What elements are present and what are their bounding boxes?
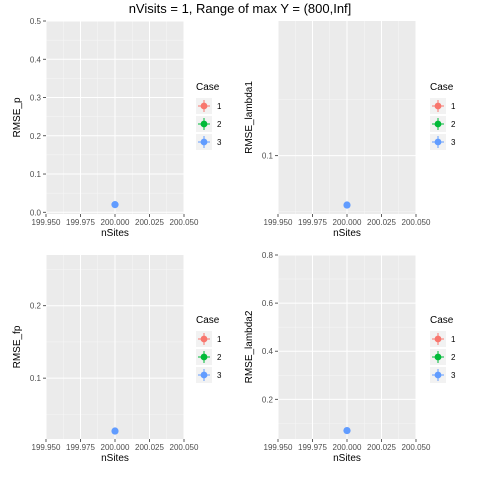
legend-key-point (434, 102, 442, 110)
x-tick-label: 200.050 (170, 443, 199, 452)
legend-entry-label: 1 (451, 102, 456, 111)
legend-key-point (200, 138, 208, 146)
legend: Case 1 2 3 (430, 82, 456, 150)
y-axis-label: RMSE_p (12, 97, 23, 137)
x-tick-label: 200.050 (170, 218, 199, 227)
legend-entry-label: 3 (217, 138, 222, 147)
data-point (111, 427, 119, 435)
legend-key-point (434, 120, 442, 128)
x-tick-label: 199.975 (66, 218, 95, 227)
y-tick-label: 0.1 (262, 152, 274, 161)
legend-key-point (200, 120, 208, 128)
x-tick-label: 200.000 (333, 443, 362, 452)
y-tick-label: 0.1 (30, 170, 42, 179)
y-tick-label: 0.6 (262, 299, 274, 308)
y-axis-label: RMSE_lambda1 (244, 81, 255, 154)
y-tick-label: 0.1 (30, 374, 42, 383)
y-tick-label: 0.4 (262, 347, 274, 356)
x-tick-label: 199.950 (32, 218, 61, 227)
legend-key-point (434, 138, 442, 146)
legend-title: Case (430, 315, 454, 326)
x-axis-label: nSites (101, 228, 129, 239)
y-tick-label: 0.2 (30, 132, 42, 141)
legend-title: Case (430, 82, 454, 93)
x-tick-label: 199.975 (66, 443, 95, 452)
legend: Case 1 2 3 (430, 315, 456, 383)
legend-entry-label: 2 (451, 120, 456, 129)
legend-key-point (200, 102, 208, 110)
panel-3: 199.950 199.975 200.000 200.025 200.050 0.1 0.… (12, 255, 222, 464)
x-tick-label: 200.050 (402, 218, 431, 227)
legend-key-point (434, 335, 442, 343)
legend-entry-label: 3 (217, 371, 222, 380)
legend-key-point (200, 335, 208, 343)
x-tick-label: 199.950 (264, 443, 293, 452)
legend-entry-label: 1 (217, 335, 222, 344)
x-axis-label: nSites (333, 453, 361, 464)
data-point (111, 201, 119, 209)
legend: Case 1 2 3 (196, 315, 222, 383)
data-point (343, 426, 351, 435)
x-tick-label: 199.950 (264, 218, 293, 227)
x-tick-label: 200.000 (101, 218, 130, 227)
y-tick-label: 0.4 (30, 55, 42, 64)
legend-entry-label: 2 (451, 353, 456, 362)
x-tick-label: 200.025 (367, 218, 396, 227)
y-tick-label: 0.3 (30, 94, 42, 103)
x-tick-label: 200.025 (135, 218, 164, 227)
panel-4: 199.950 199.975 200.000 200.025 200.050 0.2 0.… (244, 251, 456, 464)
legend-entry-label: 1 (451, 335, 456, 344)
y-tick-label: 0.2 (30, 302, 42, 311)
x-tick-label: 200.025 (367, 443, 396, 452)
panels-group: 199.950 199.975 200.000 200.025 200.050 0.0 0.… (12, 17, 456, 464)
legend-key-point (434, 353, 442, 361)
legend-entry-label: 1 (217, 102, 222, 111)
y-axis-label: RMSE_lambda2 (244, 310, 255, 383)
legend-key-point (434, 371, 442, 379)
y-tick-label: 0.8 (262, 251, 274, 260)
legend-entry-label: 3 (451, 371, 456, 380)
y-tick-label: 0.0 (30, 208, 42, 217)
x-tick-label: 200.050 (402, 443, 431, 452)
panel-2: 199.950 199.975 200.000 200.025 200.050 0.1 nS… (244, 21, 456, 239)
x-tick-label: 200.000 (101, 443, 130, 452)
panel-1: 199.950 199.975 200.000 200.025 200.050 0.0 0.… (12, 17, 222, 239)
legend: Case 1 2 3 (196, 82, 222, 150)
legend-title: Case (196, 82, 220, 93)
y-tick-label: 0.2 (262, 395, 274, 404)
y-tick-label: 0.5 (30, 17, 42, 26)
legend-key-point (200, 371, 208, 379)
data-point (343, 201, 351, 209)
x-tick-label: 199.950 (32, 443, 61, 452)
x-tick-label: 199.975 (298, 443, 327, 452)
x-tick-label: 200.000 (333, 218, 362, 227)
legend-entry-label: 2 (217, 120, 222, 129)
x-tick-label: 200.025 (135, 443, 164, 452)
legend-entry-label: 3 (451, 138, 456, 147)
legend-title: Case (196, 315, 220, 326)
figure-title: nVisits = 1, Range of max Y = (800,Inf] (129, 1, 352, 16)
y-axis-label: RMSE_fp (12, 325, 23, 368)
legend-entry-label: 2 (217, 353, 222, 362)
x-axis-label: nSites (333, 228, 361, 239)
x-axis-label: nSites (101, 453, 129, 464)
x-tick-label: 199.975 (298, 218, 327, 227)
legend-key-point (200, 353, 208, 361)
